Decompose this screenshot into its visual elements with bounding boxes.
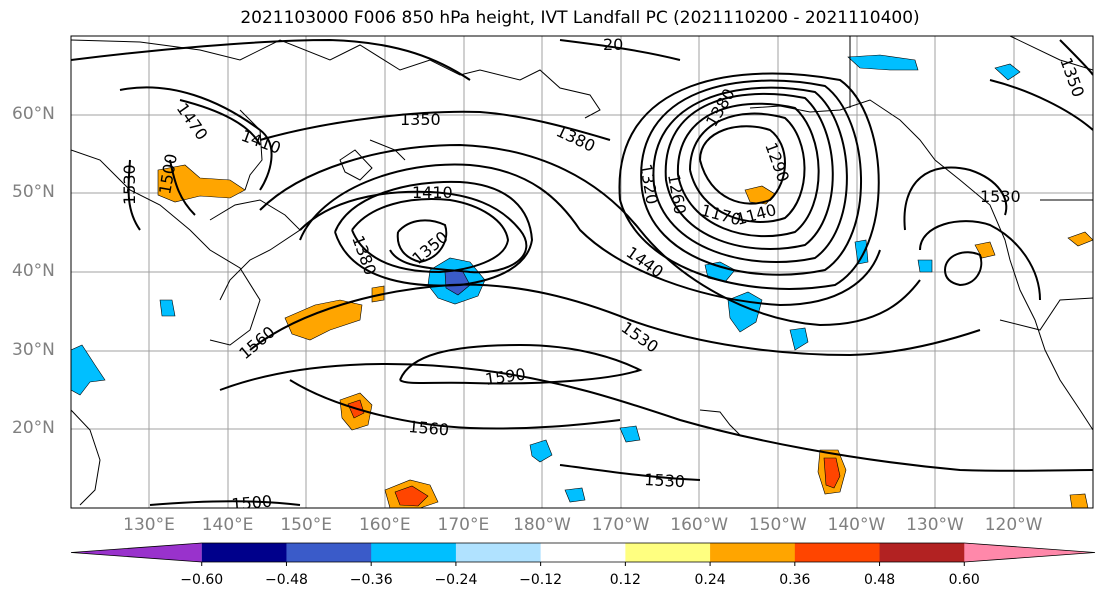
colorbar-segment: [964, 543, 1095, 562]
colorbar-tick-label: 0.48: [863, 572, 896, 588]
longitude-label: 150°W: [748, 515, 807, 535]
colorbar-tick-label: 0.36: [779, 572, 811, 588]
longitude-label: 170°W: [591, 515, 650, 535]
colorbar-segment: [540, 543, 626, 562]
longitude-label: 130°W: [906, 515, 964, 535]
latitude-label: 60°N: [12, 103, 55, 124]
coastlines: [71, 36, 1093, 506]
latitude-label: 40°N: [12, 260, 55, 281]
colorbar-tick-label: −0.12: [519, 572, 563, 588]
longitude-label: 160°E: [358, 515, 411, 535]
colorbar-tick-label: −0.48: [265, 572, 308, 588]
colorbar-segment: [371, 543, 457, 562]
contour-label: 1560: [408, 417, 450, 439]
contour-label: 1530: [980, 187, 1021, 206]
longitude-label: 170°E: [437, 515, 490, 535]
contour-label: 1530: [120, 164, 139, 205]
colorbar-segment: [879, 543, 965, 562]
colorbar-tick-label: 0.24: [694, 572, 726, 588]
colorbar-segment: [201, 543, 287, 562]
graticule: [71, 36, 1093, 508]
latitude-label: 50°N: [12, 182, 55, 203]
map-title: 2021103000 F006 850 hPa height, IVT Land…: [240, 8, 920, 28]
colorbar-tick-label: −0.60: [180, 572, 224, 588]
longitude-label: 180°W: [513, 515, 571, 535]
contour-label: 20: [603, 35, 623, 54]
latitude-label: 30°N: [12, 339, 55, 360]
colorbar-segment: [710, 543, 796, 562]
colorbar-segment: [794, 543, 881, 562]
colorbar-tick-label: 0.12: [609, 572, 641, 588]
longitude-label: 150°E: [280, 515, 333, 535]
longitude-label: 130°E: [123, 515, 175, 535]
colorbar-segment: [71, 543, 202, 562]
colorbar-segment: [625, 543, 711, 562]
longitude-label: 160°W: [670, 515, 729, 535]
longitude-label: 140°W: [827, 515, 886, 535]
ivt-shading: [71, 54, 1093, 508]
colorbar-tick-label: −0.24: [434, 572, 478, 588]
contour-label: 1500: [231, 492, 273, 514]
colorbar-segment: [455, 543, 542, 562]
contour-label: 1350: [400, 110, 441, 129]
contour-label: 1410: [412, 183, 453, 202]
height-contours: [71, 38, 1093, 506]
longitude-label: 140°E: [201, 515, 254, 535]
colorbar-tick-label: 0.60: [948, 572, 980, 588]
colorbar: [70, 542, 1096, 566]
latitude-label: 20°N: [12, 418, 55, 439]
plot-frame: [70, 35, 1094, 509]
longitude-label: 120°W: [984, 515, 1043, 535]
colorbar-tick-label: −0.36: [349, 572, 393, 588]
contour-label: 1530: [644, 470, 686, 491]
colorbar-segment: [286, 543, 372, 562]
